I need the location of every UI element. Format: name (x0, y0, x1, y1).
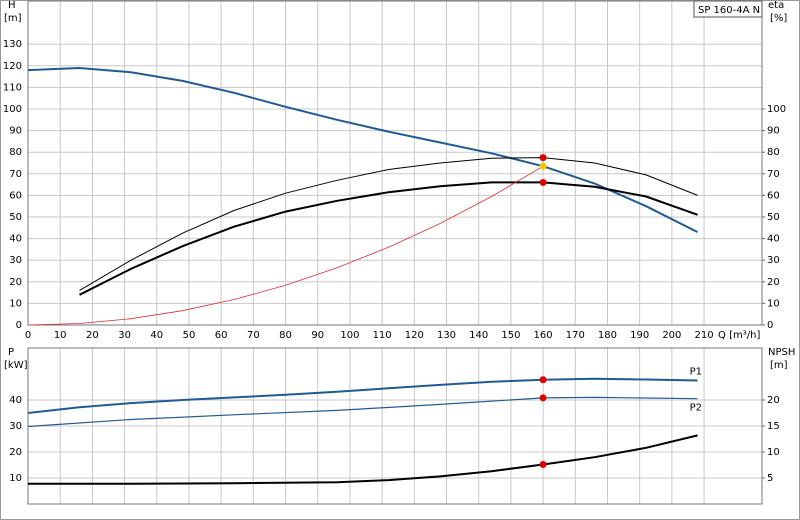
x-tick-label: 170 (566, 330, 585, 341)
curve (79, 181, 698, 296)
x-tick-label: 10 (54, 330, 67, 341)
annotation-box (693, 0, 763, 18)
x-tick-label: 50 (183, 330, 196, 341)
marker (539, 162, 547, 170)
x-tick-label: 150 (501, 330, 520, 341)
y-tick-label: 20 (9, 447, 22, 458)
plot-area (28, 1, 762, 325)
y-tick-label: 10 (9, 473, 22, 484)
y2-axis-unit: [m] (770, 360, 788, 371)
y2-tick-label: 5 (767, 473, 773, 484)
x-tick-label: 0 (25, 330, 31, 341)
y-tick-label: 20 (9, 277, 22, 288)
y-tick-label: 70 (9, 169, 22, 180)
y-tick-label: 130 (3, 39, 22, 50)
y-tick-label: 40 (9, 395, 22, 406)
y2-tick-label: 60 (767, 190, 780, 201)
y-tick-label: 10 (9, 298, 22, 309)
y-tick-label: 100 (3, 104, 22, 115)
x-tick-label: 190 (630, 330, 649, 341)
y2-tick-label: 100 (767, 104, 786, 115)
marker (539, 154, 547, 162)
curve (28, 434, 698, 485)
annotation: SP 160-4A N (698, 5, 760, 16)
y2-axis-label: NPSH (768, 347, 795, 358)
y2-tick-label: 90 (767, 126, 780, 137)
y-tick-label: 120 (3, 61, 22, 72)
curve (27, 377, 698, 414)
x-tick-label: 90 (311, 330, 324, 341)
marker (539, 460, 547, 468)
y-tick-label: 110 (3, 82, 22, 93)
curve (27, 396, 698, 428)
series-label: P2 (690, 403, 702, 414)
marker (539, 376, 547, 384)
curve (27, 66, 699, 233)
y-tick-label: 0 (16, 320, 22, 331)
y2-tick-label: 70 (767, 169, 780, 180)
x-tick-label: 160 (534, 330, 553, 341)
x-tick-label: 60 (215, 330, 228, 341)
x-tick-label: 210 (695, 330, 714, 341)
x-tick-label: 100 (340, 330, 359, 341)
x-tick-label: 140 (469, 330, 488, 341)
plot-frame (27, 0, 763, 326)
y-tick-label: 80 (9, 147, 22, 158)
y2-tick-label: 40 (767, 234, 780, 245)
y2-tick-label: 30 (767, 255, 780, 266)
y-axis-unit: [m] (4, 13, 22, 24)
y2-tick-label: 0 (767, 320, 773, 331)
x-axis-label: Q [m³/h] (718, 330, 760, 341)
x-tick-label: 20 (86, 330, 99, 341)
y-tick-label: 90 (9, 126, 22, 137)
curve (27, 165, 544, 326)
y2-tick-label: 15 (767, 421, 780, 432)
y-tick-label: 30 (9, 255, 22, 266)
y2-tick-label: 10 (767, 298, 780, 309)
y-axis-unit: [kW] (4, 360, 28, 371)
x-tick-label: 110 (373, 330, 392, 341)
x-tick-label: 40 (150, 330, 163, 341)
y-tick-label: 40 (9, 234, 22, 245)
y2-tick-label: 20 (767, 277, 780, 288)
x-tick-label: 80 (279, 330, 292, 341)
x-tick-label: 200 (662, 330, 681, 341)
y2-axis-label: eta (768, 0, 784, 11)
y-tick-label: 50 (9, 212, 22, 223)
x-tick-label: 70 (247, 330, 260, 341)
marker (539, 394, 547, 402)
y-tick-label: 30 (9, 421, 22, 432)
x-tick-label: 120 (405, 330, 424, 341)
curve (79, 157, 698, 291)
y-axis-label: P (8, 347, 14, 358)
y2-tick-label: 80 (767, 147, 780, 158)
y2-tick-label: 10 (767, 447, 780, 458)
y2-tick-label: 50 (767, 212, 780, 223)
x-tick-label: 180 (598, 330, 617, 341)
marker (539, 178, 547, 186)
series-label: P1 (690, 367, 702, 378)
x-tick-label: 130 (437, 330, 456, 341)
x-tick-label: 30 (118, 330, 131, 341)
y2-tick-label: 20 (767, 395, 780, 406)
y2-axis-unit: [%] (770, 13, 787, 24)
y-axis-label: H (8, 0, 16, 11)
y-tick-label: 60 (9, 190, 22, 201)
